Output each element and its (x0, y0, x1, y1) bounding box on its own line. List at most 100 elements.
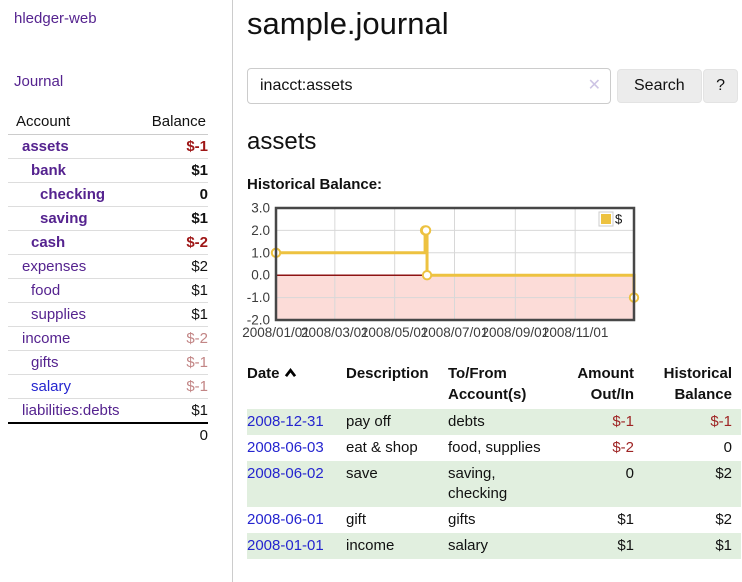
svg-text:1.0: 1.0 (251, 245, 270, 260)
transaction-balance: $-1 (710, 412, 732, 430)
transaction-date-link[interactable]: 2008-12-31 (247, 412, 324, 430)
page-title: sample.journal (247, 6, 449, 41)
account-link-liabilities-debts[interactable]: liabilities:debts (22, 402, 120, 419)
transaction-amount: $1 (617, 510, 634, 528)
accounts-total-value: 0 (8, 422, 208, 447)
accounts-table: Account Balance assets $-1 bank $1 checking 0… (8, 111, 208, 447)
register-col-date[interactable]: Date (247, 361, 346, 409)
register-row: 2008-12-31 pay off debts $-1 $-1 (247, 408, 741, 435)
account-link-food[interactable]: food (31, 282, 61, 299)
transaction-amount: $-2 (612, 438, 634, 456)
transaction-balance: $2 (715, 464, 732, 482)
main-content: sample.journal ✕ Search ? assets Histori… (233, 0, 742, 582)
account-row: saving $1 (8, 206, 208, 231)
account-link-checking[interactable]: checking (40, 186, 106, 203)
transaction-date-link[interactable]: 2008-01-01 (247, 536, 324, 554)
transaction-accounts: debts (448, 412, 485, 430)
account-row: checking 0 (8, 182, 208, 207)
account-link-gifts[interactable]: gifts (31, 354, 59, 371)
transaction-date-link[interactable]: 2008-06-01 (247, 510, 324, 528)
accounts-col-balance: Balance (134, 111, 208, 135)
account-balance: $1 (134, 302, 208, 327)
chart-title: Historical Balance: (247, 175, 383, 193)
account-balance: $1 (134, 158, 208, 183)
transaction-description: save (346, 464, 378, 482)
register-row: 2008-06-02 save saving, checking 0 $2 (247, 460, 741, 507)
account-link-salary[interactable]: salary (31, 378, 72, 395)
svg-text:2.0: 2.0 (251, 223, 270, 238)
register-col-description: Description (346, 364, 429, 382)
svg-text:$: $ (615, 211, 623, 226)
transaction-date-link[interactable]: 2008-06-02 (247, 464, 324, 482)
account-link-assets[interactable]: assets (22, 138, 69, 155)
account-link-saving[interactable]: saving (40, 210, 88, 227)
register-row: 2008-06-01 gift gifts $1 $2 (247, 507, 741, 533)
transaction-amount: $1 (617, 536, 634, 554)
account-row: assets $-1 (8, 134, 208, 159)
account-row: salary $-1 (8, 374, 208, 399)
svg-text:2008/11/01: 2008/11/01 (542, 325, 609, 340)
chart-container: 3.0 2.0 1.0 0.0 -1.0 -2.0 2008/01/01 2008/03/01… (242, 200, 742, 345)
register-table: Date Description To/From Account(s) Amou… (247, 361, 741, 559)
svg-text:2008/03/01: 2008/03/01 (301, 325, 369, 340)
account-row: supplies $1 (8, 302, 208, 327)
search-button[interactable]: Search (617, 68, 702, 103)
register-col-accounts: To/From Account(s) (448, 364, 527, 403)
search-input[interactable] (247, 67, 611, 104)
app-title-link[interactable]: hledger-web (14, 10, 97, 27)
accounts-col-account: Account (8, 111, 135, 135)
transaction-amount: 0 (625, 464, 634, 482)
svg-text:3.0: 3.0 (251, 200, 270, 215)
sidebar-item-journal[interactable]: Journal (14, 73, 64, 90)
svg-text:2008/05/01: 2008/05/01 (361, 325, 429, 340)
sidebar: hledger-web Journal Account Balance asse… (0, 0, 233, 582)
account-row: expenses $2 (8, 254, 208, 279)
transaction-accounts: gifts (448, 510, 476, 528)
historical-balance-chart: 3.0 2.0 1.0 0.0 -1.0 -2.02008/01/012008/03/01… (242, 200, 640, 340)
account-balance: $-2 (134, 230, 208, 255)
sort-ascending-icon (284, 363, 297, 384)
svg-text:-2.0: -2.0 (247, 312, 270, 327)
accounts-total-row: 0 (8, 422, 208, 447)
account-link-cash[interactable]: cash (31, 234, 66, 251)
transaction-description: income (346, 536, 395, 554)
transaction-balance: $1 (715, 536, 732, 554)
svg-text:0.0: 0.0 (251, 267, 270, 282)
account-row: gifts $-1 (8, 350, 208, 375)
transaction-description: gift (346, 510, 367, 528)
clear-search-icon[interactable]: ✕ (587, 76, 601, 94)
account-row: bank $1 (8, 158, 208, 183)
account-row: liabilities:debts $1 (8, 398, 208, 424)
account-balance: 0 (134, 182, 208, 207)
account-balance: $-1 (134, 350, 208, 375)
svg-text:2008/09/01: 2008/09/01 (482, 325, 550, 340)
account-balance: $1 (134, 398, 208, 424)
account-link-expenses[interactable]: expenses (22, 258, 87, 275)
svg-text:2008/07/01: 2008/07/01 (421, 325, 489, 340)
account-row: income $-2 (8, 326, 208, 351)
account-row: cash $-2 (8, 230, 208, 255)
account-link-supplies[interactable]: supplies (31, 306, 87, 323)
transaction-description: eat & shop (346, 438, 418, 456)
transaction-balance: $2 (715, 510, 732, 528)
account-balance: $-1 (134, 374, 208, 399)
help-button[interactable]: ? (703, 68, 738, 103)
transaction-amount: $-1 (612, 412, 634, 430)
transaction-date-link[interactable]: 2008-06-03 (247, 438, 324, 456)
svg-text:2008/01/01: 2008/01/01 (242, 325, 310, 340)
account-heading: assets (247, 127, 317, 155)
account-row: food $1 (8, 278, 208, 303)
svg-text:-1.0: -1.0 (247, 290, 270, 305)
account-balance: $-2 (134, 326, 208, 351)
account-link-income[interactable]: income (22, 330, 71, 347)
transaction-accounts: food, supplies (448, 438, 541, 456)
account-balance: $1 (134, 206, 208, 231)
account-link-bank[interactable]: bank (31, 162, 67, 179)
search-bar: ✕ Search ? (247, 67, 738, 104)
chart-legend: $ (598, 211, 623, 227)
transaction-balance: 0 (723, 438, 732, 456)
transaction-accounts: salary (448, 536, 489, 554)
register-row: 2008-01-01 income salary $1 $1 (247, 532, 741, 559)
register-col-amount: Amount Out/In (577, 364, 634, 403)
